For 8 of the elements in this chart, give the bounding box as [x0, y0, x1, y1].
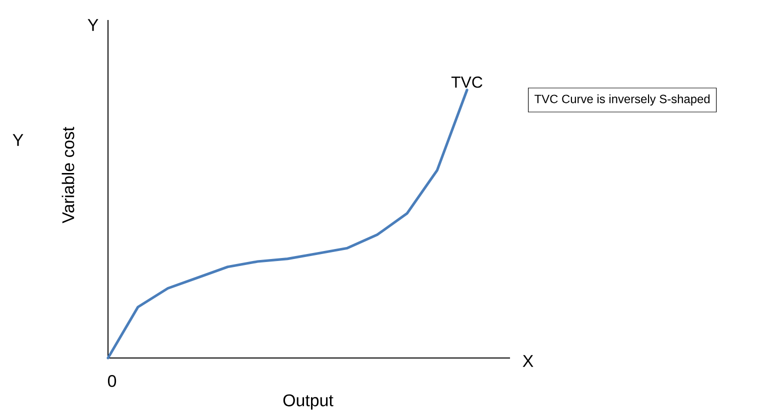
text: 0 [108, 374, 116, 387]
x-axis-title: Output [283, 394, 334, 410]
text: X [522, 355, 534, 367]
text: Y [12, 134, 24, 146]
text: Y [88, 19, 98, 31]
series-label: TVC [451, 76, 482, 88]
y-axis-title: Variable cost [62, 126, 74, 224]
text: TVC Curve is inversely S-shaped [534, 94, 710, 106]
